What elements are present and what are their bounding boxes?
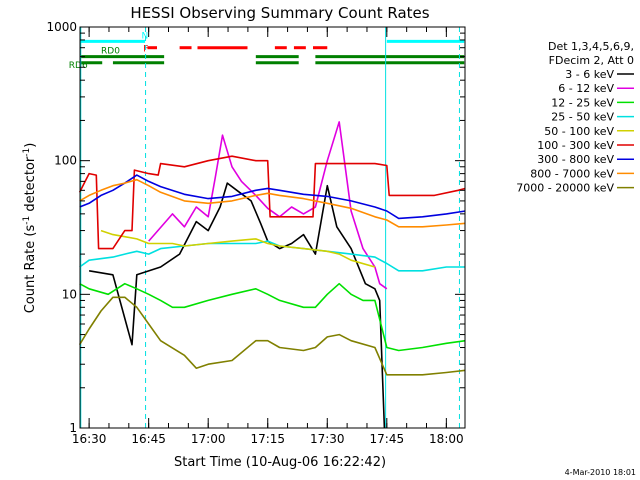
x-axis-label: Start Time (10-Aug-06 16:22:42) bbox=[174, 455, 386, 470]
y-axis-label-close: ) bbox=[23, 143, 38, 148]
x-tick-label: 17:15 bbox=[250, 432, 285, 446]
x-tick-label: 18:00 bbox=[429, 432, 464, 446]
legend-entry-label: 6 - 12 keV bbox=[558, 82, 614, 95]
y-tick-label: 10 bbox=[62, 287, 77, 301]
x-tick-label: 17:30 bbox=[310, 432, 345, 446]
status-label-rd0: RD0 bbox=[101, 47, 120, 57]
legend-header: FDecim 2, Att 0 bbox=[549, 54, 634, 67]
legend-header: Det 1,3,4,5,6,9, bbox=[548, 40, 634, 53]
legend-entry-label: 50 - 100 keV bbox=[544, 125, 614, 138]
chart-title: HESSI Observing Summary Count Rates bbox=[130, 4, 429, 22]
legend-entry-label: 3 - 6 keV bbox=[565, 68, 614, 81]
series-line-1 bbox=[148, 121, 388, 290]
series-line-4 bbox=[100, 229, 376, 268]
status-label-n: N bbox=[142, 31, 149, 41]
y-axis-label-tail: detector bbox=[23, 156, 38, 216]
y-tick-label: 100 bbox=[54, 154, 77, 168]
status-bars: NFRD0RD6 bbox=[69, 31, 465, 71]
legend-entry-label: 800 - 7000 keV bbox=[530, 167, 614, 180]
axes: 16:30 16:45 17:00 17:15 17:30 17:45 18:00 1 10 10… bbox=[46, 20, 466, 446]
y-axis-label-tail-sup: -1 bbox=[22, 148, 32, 157]
series-line-7 bbox=[79, 178, 466, 228]
plot-frame bbox=[79, 26, 466, 429]
legend-entry-label: 300 - 800 keV bbox=[537, 153, 614, 166]
x-tick-label: 17:00 bbox=[191, 432, 226, 446]
series-line-8 bbox=[78, 296, 466, 376]
footer-date: 4-Mar-2010 18:01 bbox=[565, 468, 636, 477]
instrument-state-lines bbox=[80, 27, 460, 428]
x-tick-label: 17:45 bbox=[370, 432, 405, 446]
series-line-2 bbox=[79, 282, 466, 352]
series-line-0 bbox=[88, 182, 386, 429]
y-axis-label-main: Count Rate (s bbox=[23, 225, 38, 314]
y-tick-label: 1000 bbox=[46, 20, 77, 34]
y-axis-label: Count Rate (s-1 detector-1) bbox=[22, 143, 38, 314]
legend: Det 1,3,4,5,6,9,FDecim 2, Att 03 - 6 keV… bbox=[516, 40, 634, 195]
y-axis-label-sup: -1 bbox=[22, 216, 32, 225]
legend-entry-label: 7000 - 20000 keV bbox=[516, 182, 614, 195]
x-tick-label: 16:30 bbox=[72, 432, 107, 446]
x-tick-label: 16:45 bbox=[131, 432, 166, 446]
legend-entry-label: 100 - 300 keV bbox=[537, 139, 614, 152]
series-line-6 bbox=[79, 174, 466, 220]
series-line-5 bbox=[78, 155, 466, 250]
series-lines bbox=[78, 121, 466, 429]
series-line-3 bbox=[79, 240, 466, 272]
y-tick-label: 1 bbox=[69, 421, 77, 435]
legend-entry-label: 12 - 25 keV bbox=[551, 96, 614, 109]
status-label-rd6: RD6 bbox=[69, 61, 88, 71]
legend-entry-label: 25 - 50 keV bbox=[551, 111, 614, 124]
